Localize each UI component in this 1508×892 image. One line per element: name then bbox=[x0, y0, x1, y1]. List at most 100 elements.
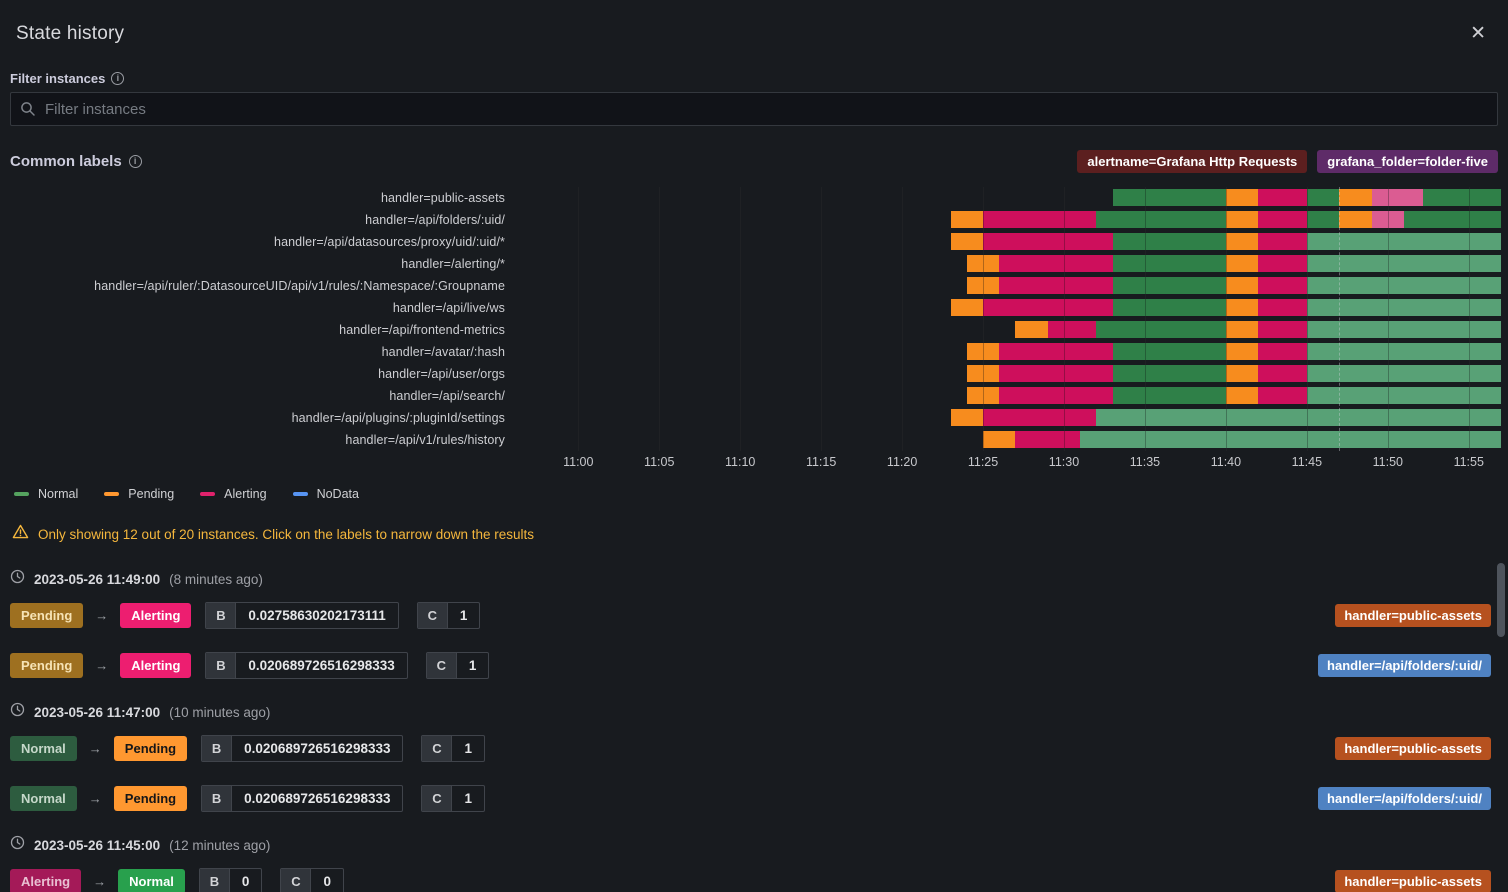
timeline-row-plot bbox=[520, 407, 1506, 429]
state-badge-to: Normal bbox=[118, 869, 185, 892]
timeline-segment-normal bbox=[1423, 189, 1502, 206]
close-icon[interactable]: ✕ bbox=[1464, 20, 1492, 47]
timeline-segment-pending bbox=[966, 387, 1000, 404]
info-icon[interactable]: i bbox=[128, 155, 142, 168]
legend-item-nodata[interactable]: NoData bbox=[292, 487, 359, 501]
value-box-b: B 0.02758630202173111 bbox=[205, 602, 399, 629]
history-timestamp: 2023-05-26 11:45:00 bbox=[34, 837, 161, 853]
timeline-row-plot bbox=[520, 209, 1506, 231]
x-axis-tick-label: 11:15 bbox=[805, 455, 837, 469]
timeline-segment-normal bbox=[1112, 189, 1226, 206]
scrollbar-thumb[interactable] bbox=[1497, 563, 1505, 637]
timeline-segment-alerting bbox=[1258, 189, 1307, 206]
legend-color-dash bbox=[200, 492, 216, 496]
state-badge-to: Pending bbox=[113, 736, 188, 761]
common-label-badge[interactable]: alertname=Grafana Http Requests bbox=[1077, 150, 1308, 173]
value-key: C bbox=[426, 653, 457, 678]
clock-icon bbox=[10, 702, 25, 722]
timeline-segment-pending bbox=[1225, 233, 1259, 250]
state-badge-from: Normal bbox=[10, 736, 77, 761]
filter-input-wrap bbox=[10, 92, 1498, 126]
state-badge-from: Alerting bbox=[10, 869, 82, 892]
common-label-badge[interactable]: grafana_folder=folder-five bbox=[1317, 150, 1498, 173]
timeline-row-label: handler=/api/v1/rules/history bbox=[345, 433, 505, 447]
timeline-row-plot bbox=[520, 319, 1506, 341]
warning-row: Only showing 12 out of 20 instances. Cli… bbox=[0, 501, 1508, 545]
timeline-segment-normal bbox=[1112, 365, 1226, 382]
instance-label-badge[interactable]: handler=/api/folders/:uid/ bbox=[1318, 787, 1491, 810]
timeline-segment-pending bbox=[1225, 365, 1259, 382]
timeline-segment-normal_light bbox=[1306, 365, 1502, 382]
history-relative-time: (10 minutes ago) bbox=[169, 704, 271, 720]
timeline-row: handler=/api/frontend-metrics bbox=[0, 319, 1508, 341]
state-transition-row: Normal → Pending B 0.020689726516298333 C 1 han… bbox=[10, 785, 1491, 812]
timeline-segment-pending bbox=[966, 343, 1000, 360]
history-relative-time: (12 minutes ago) bbox=[169, 837, 271, 853]
common-labels-row: Common labels i alertname=Grafana Http R… bbox=[0, 126, 1508, 173]
value-number: 0.020689726516298333 bbox=[244, 791, 391, 806]
timeline-segment-pending bbox=[1339, 211, 1372, 228]
timeline-row: handler=/api/live/ws bbox=[0, 297, 1508, 319]
info-icon[interactable]: i bbox=[111, 72, 125, 85]
value-box-b: B 0.020689726516298333 bbox=[201, 735, 404, 762]
timeline-row: handler=/api/search/ bbox=[0, 385, 1508, 407]
arrow-right-icon: → bbox=[93, 874, 107, 889]
history-timestamp-row: 2023-05-26 11:45:00 (12 minutes ago) bbox=[10, 835, 1491, 855]
legend-item-alerting[interactable]: Alerting bbox=[200, 487, 267, 501]
timeline-segment-normal bbox=[1112, 343, 1226, 360]
timeline-segment-normal bbox=[1112, 299, 1226, 316]
timeline-segment-alerting_light bbox=[1371, 211, 1404, 228]
value-number: 0.020689726516298333 bbox=[248, 658, 395, 673]
timeline-segment-pending bbox=[1225, 189, 1259, 206]
value-number: 0.02758630202173111 bbox=[248, 608, 386, 623]
legend-item-pending[interactable]: Pending bbox=[104, 487, 174, 501]
timeline-row-label: handler=/api/live/ws bbox=[392, 301, 505, 315]
timeline-segment-alerting bbox=[999, 255, 1113, 272]
timeline-segment-normal_light bbox=[1306, 387, 1502, 404]
state-timeline-chart: handler=public-assets handler=/api/folder… bbox=[0, 187, 1508, 451]
value-key: C bbox=[422, 786, 453, 811]
history-timestamp: 2023-05-26 11:49:00 bbox=[34, 571, 161, 587]
instance-label-badge[interactable]: handler=public-assets bbox=[1335, 870, 1491, 892]
x-axis-tick-label: 11:40 bbox=[1210, 455, 1242, 469]
legend-item-normal[interactable]: Normal bbox=[14, 487, 78, 501]
value-number: 1 bbox=[464, 741, 472, 756]
instance-label-badge[interactable]: handler=public-assets bbox=[1335, 604, 1491, 627]
filter-instances-input[interactable] bbox=[10, 92, 1498, 126]
timeline-segment-normal bbox=[1112, 255, 1226, 272]
x-axis-tick-label: 11:20 bbox=[886, 455, 918, 469]
timeline-row-plot bbox=[520, 429, 1506, 451]
timeline-segment-pending bbox=[1225, 343, 1259, 360]
arrow-right-icon: → bbox=[88, 791, 102, 806]
timeline-segment-pending bbox=[1225, 299, 1259, 316]
timeline-segment-pending bbox=[983, 431, 1016, 448]
value-number: 1 bbox=[464, 791, 472, 806]
warning-text: Only showing 12 out of 20 instances. Cli… bbox=[38, 526, 535, 542]
timeline-row-label: handler=/api/plugins/:pluginId/settings bbox=[291, 411, 505, 425]
x-axis-tick-label: 11:55 bbox=[1453, 455, 1484, 469]
history-timestamp-row: 2023-05-26 11:47:00 (10 minutes ago) bbox=[10, 702, 1491, 722]
timeline-segment-pending bbox=[966, 255, 1000, 272]
timeline-segment-normal_light bbox=[1306, 321, 1502, 338]
instance-label-badge[interactable]: handler=/api/folders/:uid/ bbox=[1318, 654, 1491, 677]
timeline-row-label: handler=/api/ruler/:DatasourceUID/api/v1… bbox=[94, 279, 505, 293]
timeline-segment-normal_light bbox=[1306, 255, 1502, 272]
timeline-row-plot bbox=[520, 297, 1506, 319]
timeline-segment-pending bbox=[950, 233, 984, 250]
timeline-segment-alerting bbox=[1258, 343, 1307, 360]
timeline-row-label: handler=/api/search/ bbox=[389, 389, 505, 403]
value-number: 1 bbox=[459, 608, 468, 623]
state-badge-from: Pending bbox=[10, 653, 84, 678]
clock-icon bbox=[10, 835, 25, 855]
state-transition-row: Alerting → Normal B 0 C 0 handler=public-assets bbox=[10, 868, 1491, 892]
timeline-row-plot bbox=[520, 341, 1506, 363]
timeline-segment-normal bbox=[1096, 211, 1226, 228]
timeline-segment-pending bbox=[1339, 189, 1372, 206]
page-title: State history bbox=[16, 22, 125, 44]
x-axis-tick-label: 11:35 bbox=[1129, 455, 1161, 469]
timeline-segment-alerting bbox=[1047, 321, 1097, 338]
instance-label-badge[interactable]: handler=public-assets bbox=[1335, 737, 1491, 760]
